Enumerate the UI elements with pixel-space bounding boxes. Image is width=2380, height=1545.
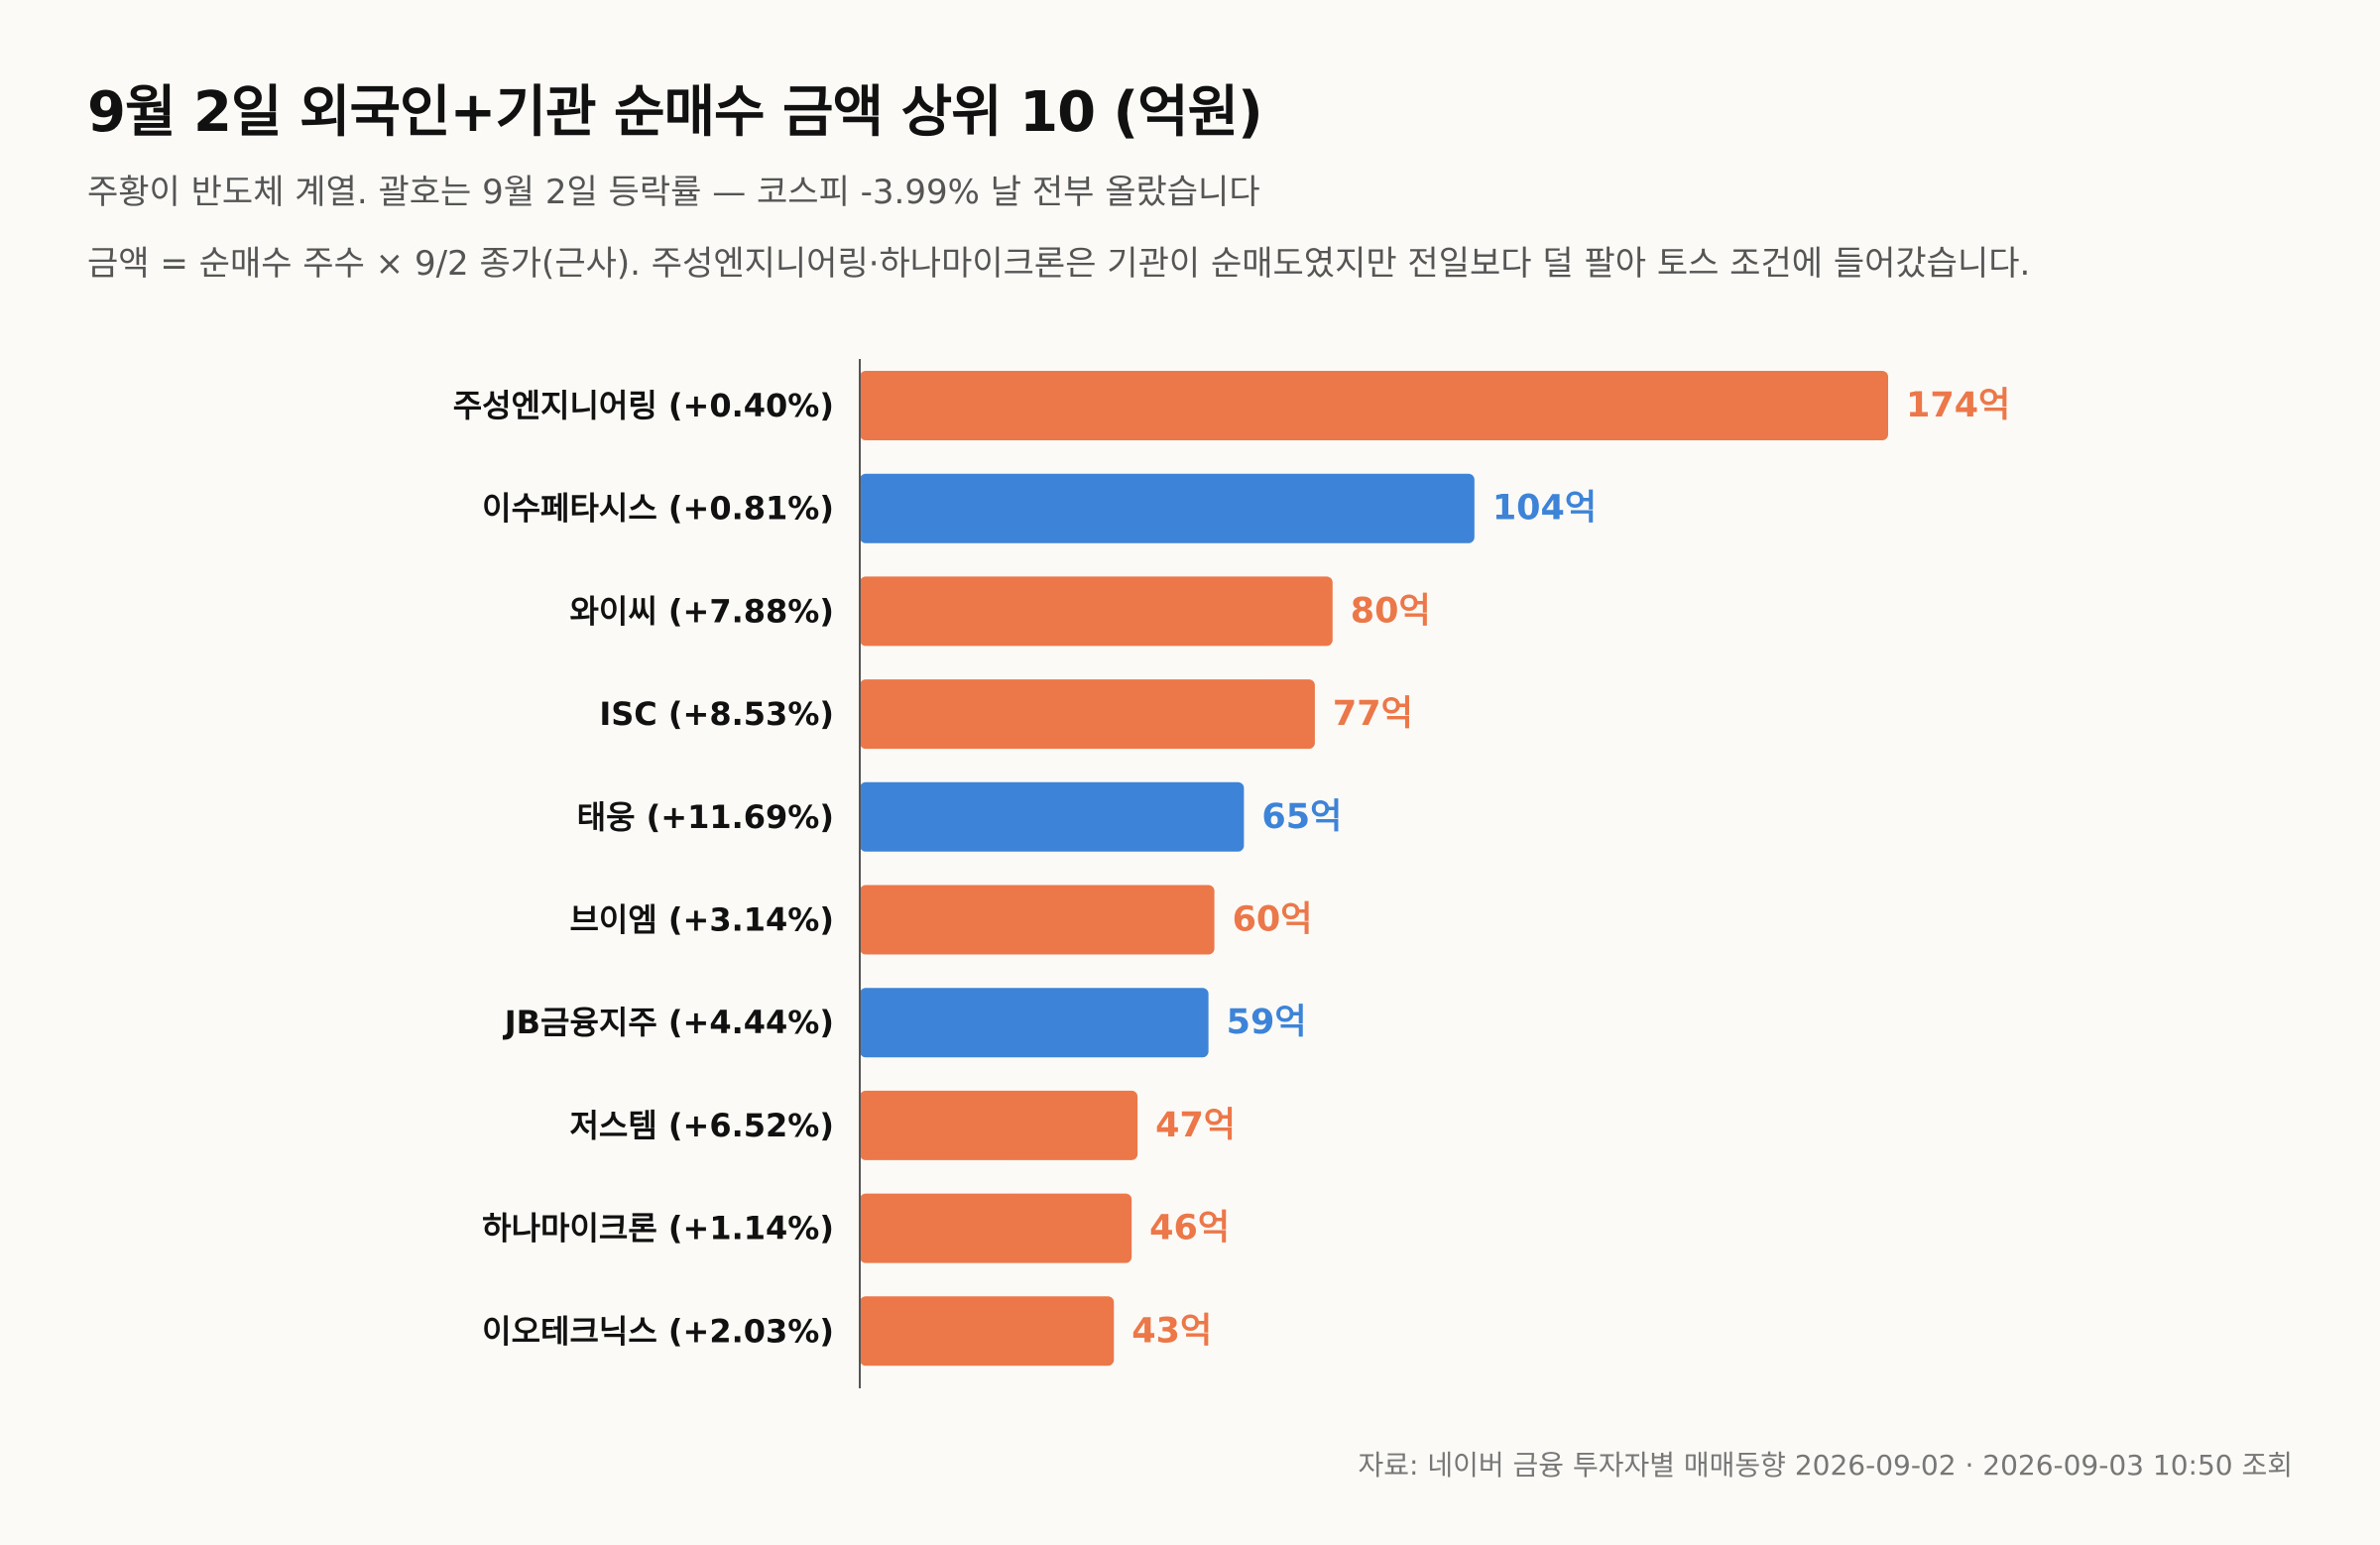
category-label: 하나마이크론 (+1.14%): [482, 1210, 834, 1248]
source-footer: 자료: 네이버 금융 투자자별 매매동향 2026-09-02 · 2026-0…: [1358, 1449, 2294, 1482]
bar: [860, 885, 1215, 955]
chart-note: 금액 = 순매수 주수 × 9/2 종가(근사). 주성엔지니어링·하나마이크론…: [87, 244, 2031, 284]
category-label: 이오테크닉스 (+2.03%): [482, 1312, 834, 1350]
value-label: 104억: [1492, 489, 1597, 529]
chart-title: 9월 2일 외국인+기관 순매수 금액 상위 10 (억원): [87, 80, 1263, 145]
category-label: ISC (+8.53%): [599, 695, 834, 733]
value-label: 174억: [1906, 386, 2010, 425]
category-label: JB금융지주 (+4.44%): [503, 1004, 834, 1041]
category-label: 태웅 (+11.69%): [577, 798, 834, 836]
chart-header: 9월 2일 외국인+기관 순매수 금액 상위 10 (억원) 주황이 반도체 계…: [87, 77, 2269, 288]
category-label: 이수페타시스 (+0.81%): [482, 490, 834, 528]
value-label: 65억: [1261, 797, 1342, 837]
value-label: 47억: [1155, 1106, 1236, 1145]
value-label: 80억: [1351, 591, 1431, 631]
category-label: 저스템 (+6.52%): [569, 1107, 834, 1144]
bar: [860, 781, 1245, 852]
value-label: 59억: [1227, 1003, 1307, 1042]
bar: [860, 473, 1475, 543]
bar: [860, 1090, 1138, 1160]
category-label: 와이씨 (+7.88%): [569, 592, 834, 630]
bar: [860, 1296, 1115, 1367]
value-label: 46억: [1149, 1209, 1230, 1248]
bar: [860, 371, 1888, 440]
bar: [860, 576, 1333, 647]
value-label: 43억: [1131, 1311, 1212, 1351]
category-label: 브이엠 (+3.14%): [569, 901, 834, 939]
bar: [860, 1193, 1132, 1263]
category-label: 주성엔지니어링 (+0.40%): [453, 387, 834, 424]
value-label: 60억: [1233, 900, 1313, 940]
bar: [860, 679, 1315, 750]
bar: [860, 988, 1209, 1058]
chart-subtitle: 주황이 반도체 계열. 괄호는 9월 2일 등락률 — 코스피 -3.99% 날…: [87, 173, 1260, 212]
value-label: 77억: [1333, 694, 1413, 734]
